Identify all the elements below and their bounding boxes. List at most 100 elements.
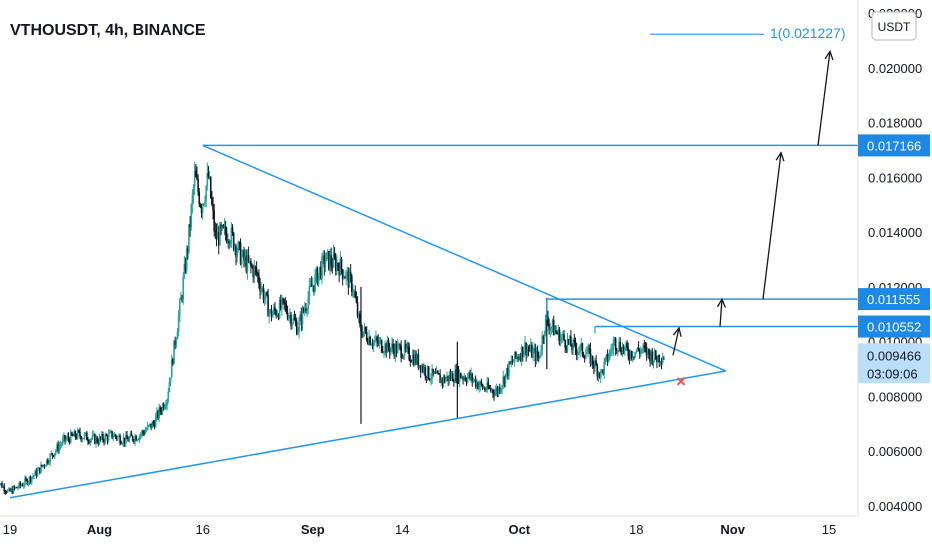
candle-body [419, 365, 422, 372]
candle-body [17, 487, 19, 489]
candle-body [473, 379, 476, 381]
projection-arrow-2-head [716, 297, 726, 308]
candle-body [597, 372, 600, 377]
candle-body [337, 263, 339, 268]
candle-body [256, 273, 259, 276]
candle-body [37, 467, 40, 471]
candle-body [108, 431, 111, 434]
candle-body [76, 430, 79, 439]
candle-body [410, 361, 413, 363]
candle-body [626, 343, 628, 349]
candle-body [195, 170, 197, 178]
candle-body [420, 366, 423, 372]
currency-button[interactable]: USDT [871, 11, 917, 41]
candle-body [455, 369, 458, 382]
candle-body [657, 355, 659, 363]
candle-body [619, 341, 622, 351]
candle-body [50, 453, 53, 455]
candle-body [558, 329, 561, 345]
candle-body [417, 354, 420, 368]
candle-body [656, 358, 658, 363]
candle-body [80, 436, 82, 441]
candle-body [191, 195, 194, 206]
candle-body [406, 346, 408, 349]
candle-body [543, 334, 546, 339]
candle-body [644, 347, 647, 349]
candle-body [18, 482, 20, 488]
candle-body [399, 344, 401, 346]
candle-body [219, 224, 221, 246]
candle-body [216, 231, 219, 240]
candle-body [19, 482, 22, 486]
candle-body [170, 358, 173, 378]
candle-body [307, 297, 310, 310]
candle-body [114, 434, 117, 437]
candle-body [565, 347, 568, 350]
candle-body [563, 334, 565, 341]
candle-body [532, 350, 534, 358]
candle-body [638, 350, 641, 354]
candle-body [26, 479, 29, 485]
current-price-badge [858, 343, 930, 384]
candle-body [206, 173, 209, 187]
candle-body [64, 435, 66, 441]
candle-body [402, 355, 405, 358]
price-level-badge-label: 0.011555 [867, 292, 920, 307]
candle-body [86, 432, 88, 441]
candle-body [300, 314, 303, 325]
candle-body [486, 382, 488, 391]
candle-body [315, 268, 318, 275]
candle-body [16, 487, 18, 489]
candle-body [167, 391, 170, 400]
candle-body [336, 263, 338, 272]
candle-body [433, 372, 436, 374]
candle-body [371, 344, 374, 346]
candle-body [578, 351, 580, 353]
candle-body [365, 332, 368, 341]
candle-body [67, 436, 70, 440]
candle-body [628, 356, 631, 359]
candle-body [368, 336, 370, 345]
candle-body [426, 366, 429, 378]
candle-body [158, 407, 160, 418]
candle-body [213, 210, 215, 231]
candle-body [181, 297, 183, 299]
candle-body [485, 390, 487, 392]
candle-body [211, 197, 213, 205]
trendline-drawings: 1(0.021227) [9, 25, 858, 499]
candle-body [200, 206, 203, 213]
candle-body [112, 436, 115, 438]
candle-body [445, 378, 447, 382]
candle-body [78, 430, 80, 432]
candle-body [416, 354, 419, 364]
candle-body [498, 387, 501, 393]
candle-body [271, 313, 274, 318]
candle-body [61, 438, 64, 444]
candle-body [465, 380, 468, 383]
candle-body [490, 389, 493, 391]
candle-body [591, 355, 594, 365]
chart-title: VTHOUSDT, 4h, BINANCE [10, 22, 206, 39]
candle-body [355, 297, 358, 303]
candle-body [53, 453, 56, 457]
candle-body [172, 358, 174, 364]
candle-body [440, 378, 443, 384]
candle-body [91, 434, 94, 439]
candle-body [459, 372, 462, 379]
candle-body [363, 326, 366, 332]
candle-body [593, 364, 595, 369]
candle-body [507, 368, 509, 377]
x-tick-label: 14 [395, 522, 409, 537]
candle-body [4, 491, 7, 493]
candle-body [8, 488, 10, 490]
x-tick-label: Oct [508, 522, 530, 537]
candle-body [400, 345, 402, 358]
candle-body [36, 470, 39, 477]
candle-body [260, 288, 263, 292]
candle-body [152, 422, 155, 424]
price-level-badge-label: 0.017166 [867, 138, 921, 153]
candle-body [462, 377, 464, 380]
candle-body [392, 343, 394, 349]
price-axis-panel[interactable] [858, 0, 932, 516]
